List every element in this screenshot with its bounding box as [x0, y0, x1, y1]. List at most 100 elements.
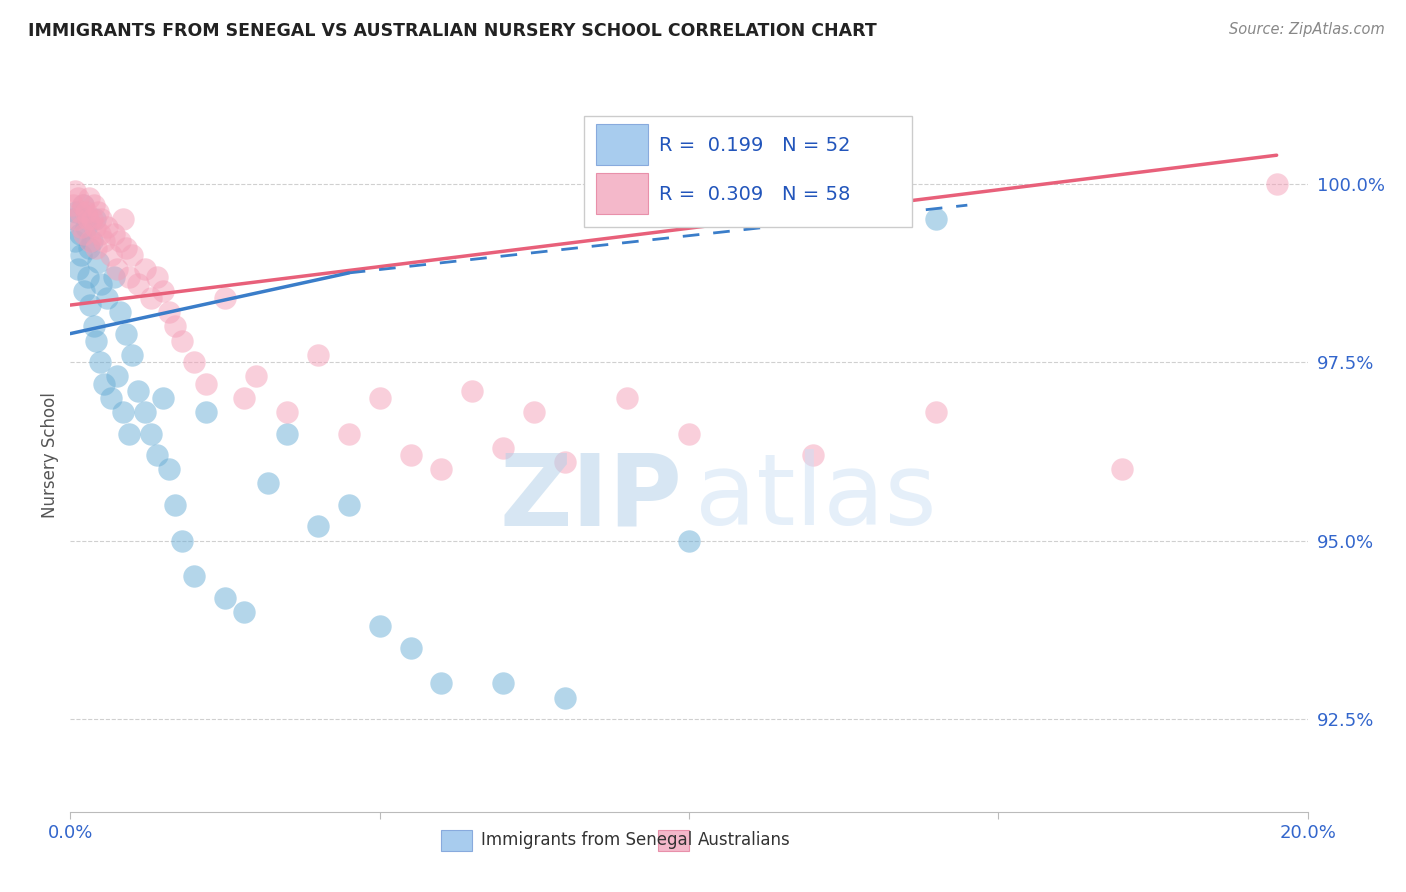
Point: [152, 391, 174, 405]
Point: [84, 212, 107, 227]
Point: [111, 405, 134, 419]
Point: [245, 369, 267, 384]
Point: [554, 455, 576, 469]
Point: [93, 234, 115, 248]
Point: [115, 326, 138, 341]
Point: [111, 212, 134, 227]
Point: [105, 262, 128, 277]
Text: atlas: atlas: [695, 450, 936, 546]
Point: [118, 269, 141, 284]
Point: [337, 498, 360, 512]
Point: [100, 391, 122, 405]
Point: [399, 640, 422, 655]
Point: [65, 234, 87, 248]
Point: [76, 269, 98, 284]
Point: [127, 384, 149, 398]
Point: [100, 248, 122, 262]
Point: [105, 369, 128, 384]
Point: [75, 219, 97, 234]
Point: [87, 205, 110, 219]
Point: [108, 234, 131, 248]
Point: [232, 605, 254, 619]
Point: [925, 405, 948, 419]
Point: [157, 462, 180, 476]
Point: [523, 405, 546, 419]
Point: [70, 248, 93, 262]
Point: [83, 198, 105, 212]
Point: [69, 205, 91, 219]
Point: [121, 248, 143, 262]
Point: [70, 219, 93, 234]
Point: [73, 227, 96, 241]
Point: [152, 284, 174, 298]
Text: Immigrants from Senegal: Immigrants from Senegal: [481, 831, 692, 849]
Point: [65, 212, 87, 227]
Point: [307, 519, 329, 533]
Point: [554, 690, 576, 705]
Point: [616, 391, 638, 405]
Point: [368, 391, 391, 405]
Point: [307, 348, 329, 362]
Point: [66, 262, 89, 277]
Point: [337, 426, 360, 441]
Point: [146, 269, 169, 284]
Point: [80, 212, 103, 227]
Point: [678, 426, 700, 441]
Point: [195, 405, 218, 419]
Point: [195, 376, 218, 391]
Point: [1111, 462, 1133, 476]
Point: [62, 212, 84, 227]
Point: [678, 533, 700, 548]
Point: [90, 277, 112, 291]
Point: [83, 319, 105, 334]
Point: [146, 448, 169, 462]
Point: [77, 241, 100, 255]
Point: [89, 355, 111, 369]
Text: R =  0.309   N = 58: R = 0.309 N = 58: [659, 185, 851, 204]
Point: [801, 448, 824, 462]
Point: [1265, 177, 1288, 191]
Text: Source: ZipAtlas.com: Source: ZipAtlas.com: [1229, 22, 1385, 37]
Point: [276, 426, 298, 441]
Point: [79, 234, 101, 248]
Point: [183, 569, 205, 583]
Point: [276, 405, 298, 419]
Y-axis label: Nursery School: Nursery School: [41, 392, 59, 518]
Point: [399, 448, 422, 462]
Point: [430, 462, 453, 476]
Point: [430, 676, 453, 690]
Point: [69, 227, 91, 241]
Point: [492, 441, 515, 455]
Point: [118, 426, 141, 441]
Point: [139, 291, 162, 305]
Point: [170, 533, 193, 548]
Point: [165, 498, 187, 512]
Point: [214, 291, 236, 305]
Point: [75, 205, 97, 219]
Point: [127, 277, 149, 291]
Point: [115, 241, 138, 255]
Point: [84, 334, 107, 348]
Point: [461, 384, 484, 398]
Point: [73, 284, 96, 298]
Point: [170, 334, 193, 348]
Point: [79, 298, 101, 312]
Text: Australians: Australians: [697, 831, 790, 849]
Point: [66, 191, 89, 205]
Point: [84, 241, 107, 255]
Point: [232, 391, 254, 405]
Point: [925, 212, 948, 227]
Point: [65, 184, 87, 198]
Point: [121, 348, 143, 362]
Point: [90, 212, 112, 227]
Text: ZIP: ZIP: [501, 450, 683, 546]
Point: [96, 291, 118, 305]
Point: [87, 255, 110, 269]
Text: IMMIGRANTS FROM SENEGAL VS AUSTRALIAN NURSERY SCHOOL CORRELATION CHART: IMMIGRANTS FROM SENEGAL VS AUSTRALIAN NU…: [28, 22, 877, 40]
Point: [165, 319, 187, 334]
Point: [139, 426, 162, 441]
Point: [84, 219, 107, 234]
Point: [76, 212, 98, 227]
Point: [368, 619, 391, 633]
Point: [134, 262, 156, 277]
